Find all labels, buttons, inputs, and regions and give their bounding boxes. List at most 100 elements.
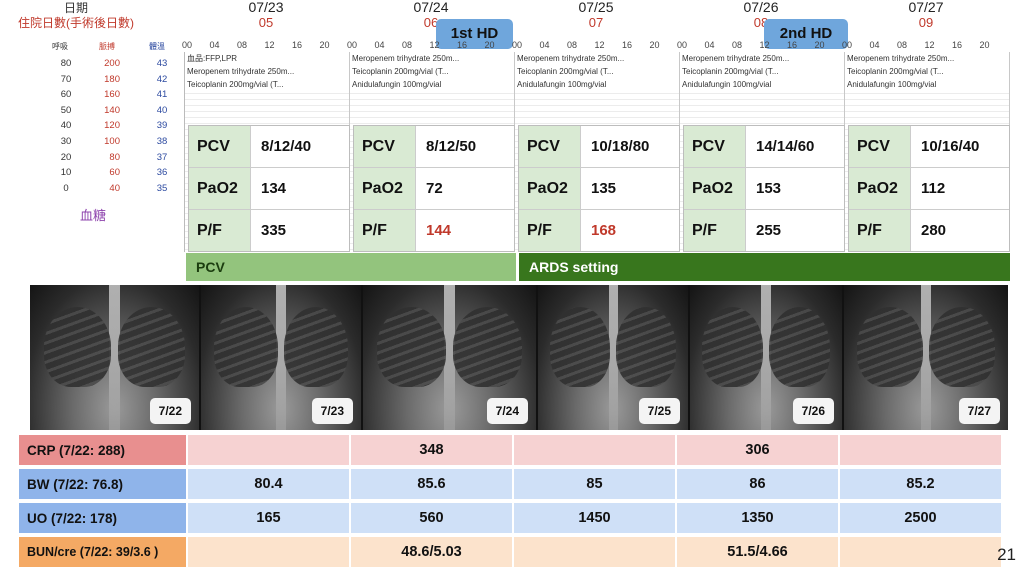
chest-xray-image[interactable]: 7/26 xyxy=(690,285,842,430)
lab-cell xyxy=(512,537,675,567)
pcv-label: PCV xyxy=(849,126,911,167)
chest-xray-image[interactable]: 7/24 xyxy=(363,285,536,430)
chest-xray-image[interactable]: 7/27 xyxy=(844,285,1008,430)
xray-date-label: 7/25 xyxy=(638,398,680,424)
day-number: 05 xyxy=(258,15,274,30)
date-label: 日期 xyxy=(64,1,89,15)
pf-value: 255 xyxy=(756,222,782,239)
vent-table-0725: PCV 10/18/80 PaO2 135 P/F 168 xyxy=(518,125,680,252)
hour-tick-label: 08 xyxy=(402,40,413,50)
pf-label: P/F xyxy=(684,210,746,251)
resp-legend-label: 呼吸 xyxy=(52,42,68,51)
med-line: Meropenem trihydrate 250m... xyxy=(515,52,679,65)
hour-tick-label: 16 xyxy=(622,40,633,50)
pao2-value: 134 xyxy=(261,180,287,197)
hour-tick-label: 12 xyxy=(429,40,440,50)
hour-tick-label: 08 xyxy=(567,40,578,50)
page-number: 21 xyxy=(997,545,1016,564)
lab-cell: 85.6 xyxy=(349,469,512,499)
pao2-value: 72 xyxy=(426,180,443,197)
med-line: Meropenem trihydrate 250m... xyxy=(680,52,844,65)
hour-tick-label: 08 xyxy=(897,40,908,50)
hour-tick-label: 08 xyxy=(237,40,248,50)
lab-cell xyxy=(838,537,1001,567)
med-line: Anidulafungin 100mg/vial xyxy=(680,78,844,91)
lab-cell: 85 xyxy=(512,469,675,499)
lab-row-label: UO (7/22: 178) xyxy=(19,503,186,533)
xray-date-label: 7/23 xyxy=(311,398,353,424)
vent-table-0724: PCV 8/12/50 PaO2 72 P/F 144 xyxy=(353,125,515,252)
lab-row-label: BW (7/22: 76.8) xyxy=(19,469,186,499)
hour-tick-label: 00 xyxy=(677,40,688,50)
blood-sugar-label: 血糖 xyxy=(80,208,107,223)
hour-tick-label: 20 xyxy=(814,40,825,50)
hour-tick-label: 16 xyxy=(457,40,468,50)
lab-cell: 560 xyxy=(349,503,512,533)
day-header-1: 07/23 05 xyxy=(184,0,348,30)
day-date: 07/23 xyxy=(248,0,284,15)
med-line: Meropenem trihydrate 250m... xyxy=(185,65,349,78)
hour-tick-label: 04 xyxy=(209,40,220,50)
hour-tick-label: 12 xyxy=(759,40,770,50)
pcv-label: PCV xyxy=(354,126,416,167)
hour-tick-label: 00 xyxy=(182,40,193,50)
lab-cell xyxy=(186,435,349,465)
hour-tick-label: 20 xyxy=(484,40,495,50)
pao2-value: 135 xyxy=(591,180,617,197)
hour-tick-label: 16 xyxy=(952,40,963,50)
vent-table-0726: PCV 14/14/60 PaO2 153 P/F 255 xyxy=(683,125,845,252)
lab-cell: 1450 xyxy=(512,503,675,533)
mode-bar-ards: ARDS setting xyxy=(519,253,1010,281)
lab-cell: 306 xyxy=(675,435,838,465)
lab-row-crp: CRP (7/22: 288) 348 306 xyxy=(19,435,1010,465)
med-line: Teicoplanin 200mg/vial (T... xyxy=(185,78,349,91)
first-hd-badge: 1st HD xyxy=(436,19,513,49)
pf-label: P/F xyxy=(354,210,416,251)
day-header-5: 07/27 09 xyxy=(844,0,1008,30)
xray-date-label: 7/22 xyxy=(149,398,191,424)
hour-tick-label: 00 xyxy=(842,40,853,50)
day-date: 07/25 xyxy=(578,0,614,15)
pcv-label: PCV xyxy=(684,126,746,167)
hour-ticks: 00 04 08 12 16 20 00 04 08 12 16 20 00 04 08 12 16 20 00 04… xyxy=(182,40,1014,52)
hour-tick-label: 20 xyxy=(319,40,330,50)
chest-xray-image[interactable]: 7/22 xyxy=(30,285,199,430)
pulse-legend-label: 脈搏 xyxy=(99,42,115,51)
pf-value: 280 xyxy=(921,222,947,239)
pao2-value: 112 xyxy=(921,180,946,197)
lab-cell: 165 xyxy=(186,503,349,533)
hour-tick-label: 04 xyxy=(374,40,385,50)
pao2-label: PaO2 xyxy=(519,168,581,209)
day-header-3: 07/25 07 xyxy=(514,0,678,30)
lab-cell: 86 xyxy=(675,469,838,499)
chest-xray-image[interactable]: 7/23 xyxy=(201,285,361,430)
med-line: 血品:FFP,LPR xyxy=(185,52,349,65)
lab-cell xyxy=(838,435,1001,465)
pcv-value: 14/14/60 xyxy=(756,138,815,155)
chest-xray-image[interactable]: 7/25 xyxy=(538,285,688,430)
pao2-label: PaO2 xyxy=(189,168,251,209)
temp-scale: 43 42 41 40 39 38 37 36 35 xyxy=(156,58,168,194)
pf-label: P/F xyxy=(189,210,251,251)
pulse-scale: 200 180 160 140 120 100 80 60 40 xyxy=(104,58,120,194)
pcv-label: PCV xyxy=(519,126,581,167)
lab-cell xyxy=(512,435,675,465)
hour-tick-label: 20 xyxy=(979,40,990,50)
lab-cell: 1350 xyxy=(675,503,838,533)
med-line: Meropenem trihydrate 250m... xyxy=(845,52,1009,65)
pf-label: P/F xyxy=(519,210,581,251)
lab-cell: 48.6/5.03 xyxy=(349,537,512,567)
lab-cell: 85.2 xyxy=(838,469,1001,499)
day-number: 09 xyxy=(918,15,934,30)
day-date: 07/27 xyxy=(908,0,944,15)
pf-value: 335 xyxy=(261,222,287,239)
hour-tick-label: 04 xyxy=(869,40,880,50)
mode-bar-pcv: PCV xyxy=(186,253,516,281)
lab-row-bun-cre: BUN/cre (7/22: 39/3.6 ) 48.6/5.03 51.5/4… xyxy=(19,537,1010,567)
lab-row-label: BUN/cre (7/22: 39/3.6 ) xyxy=(19,537,186,567)
med-line: Teicoplanin 200mg/vial (T... xyxy=(680,65,844,78)
hour-tick-label: 00 xyxy=(347,40,358,50)
hour-tick-label: 12 xyxy=(924,40,935,50)
pf-value: 144 xyxy=(426,222,452,239)
hour-tick-label: 00 xyxy=(512,40,523,50)
